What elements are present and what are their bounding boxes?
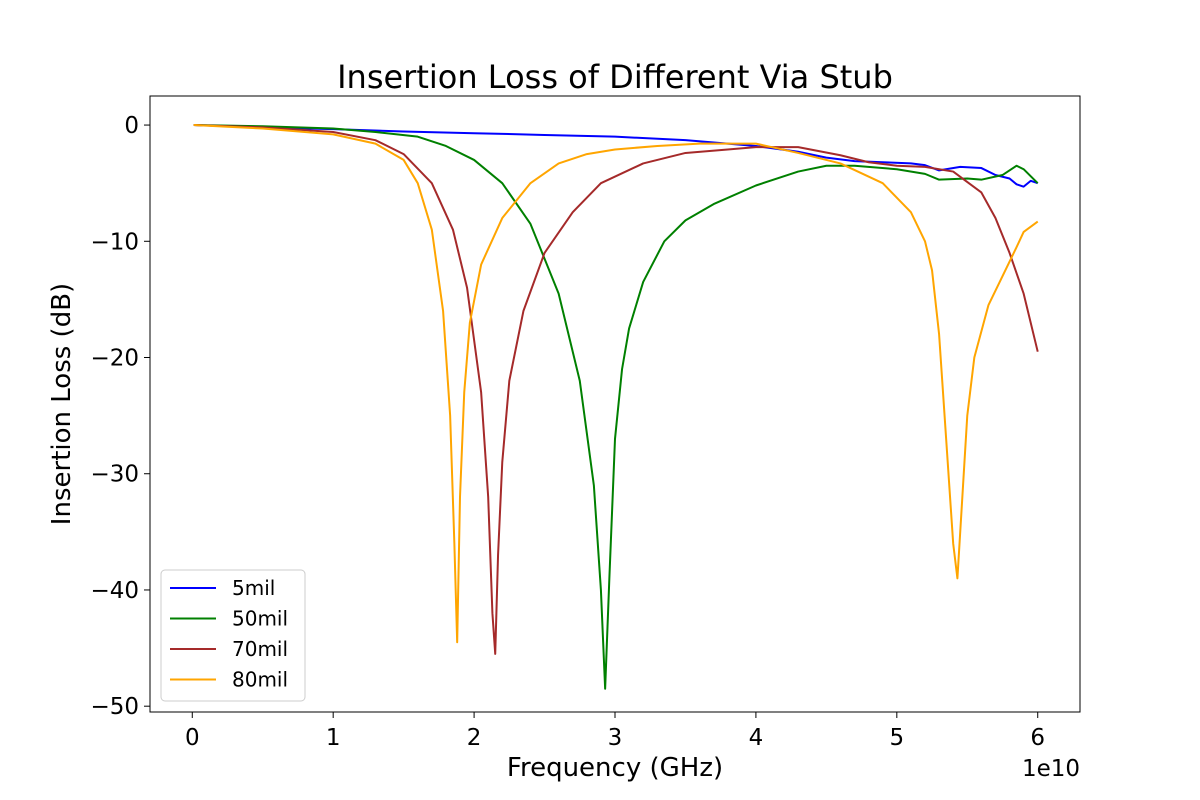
y-tick-label: −50	[90, 694, 139, 720]
y-tick-label: −30	[90, 462, 139, 488]
chart-title: Insertion Loss of Different Via Stub	[337, 58, 893, 96]
y-tick-label: 0	[124, 113, 139, 139]
series-layer	[193, 124, 1039, 690]
y-tick-label: −40	[90, 578, 139, 604]
x-tick-label: 4	[749, 725, 764, 751]
legend-label-80mil: 80mil	[232, 668, 288, 692]
legend-label-5mil: 5mil	[232, 576, 275, 600]
legend-label-70mil: 70mil	[232, 637, 288, 661]
x-offset-label: 1e10	[1022, 756, 1080, 782]
legend: 5mil 50mil 70mil 80mil	[160, 569, 306, 702]
x-tick-label: 1	[326, 725, 341, 751]
x-tick-label: 2	[467, 725, 482, 751]
x-tick-label: 5	[889, 725, 904, 751]
legend-box	[160, 569, 306, 702]
y-axis-ticks: 0 −10 −20 −30 −40 −50	[90, 113, 150, 720]
y-tick-label: −20	[90, 346, 139, 372]
x-tick-label: 0	[185, 725, 200, 751]
y-tick-label: −10	[90, 229, 139, 255]
x-tick-label: 6	[1030, 725, 1045, 751]
plot-frame	[149, 95, 1081, 713]
x-tick-label: 3	[608, 725, 623, 751]
series-line-50mil	[193, 124, 1039, 690]
y-axis-label: Insertion Loss (dB)	[47, 283, 77, 525]
series-line-70mil	[193, 124, 1039, 655]
series-line-80mil	[193, 124, 1039, 644]
x-axis-ticks: 0 1 2 3 4 5 6	[185, 712, 1045, 751]
x-axis-label: Frequency (GHz)	[507, 753, 723, 783]
legend-label-50mil: 50mil	[232, 607, 288, 631]
